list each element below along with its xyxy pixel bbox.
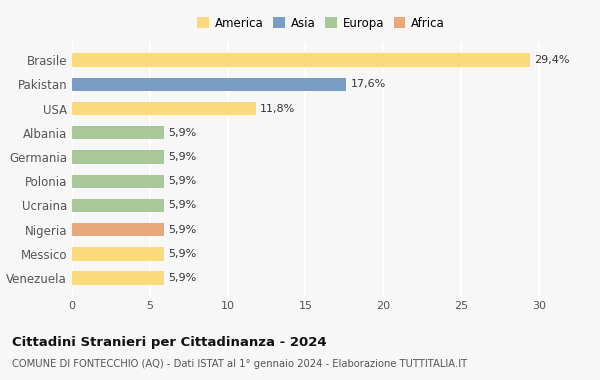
Bar xyxy=(72,150,164,164)
Bar xyxy=(72,174,164,188)
Bar xyxy=(72,199,164,212)
Bar xyxy=(72,247,164,261)
Text: 11,8%: 11,8% xyxy=(260,103,296,114)
Bar xyxy=(72,78,346,91)
Text: 5,9%: 5,9% xyxy=(169,128,197,138)
Text: 5,9%: 5,9% xyxy=(169,201,197,211)
Legend: America, Asia, Europa, Africa: America, Asia, Europa, Africa xyxy=(193,13,449,33)
Bar xyxy=(72,126,164,139)
Text: 5,9%: 5,9% xyxy=(169,273,197,283)
Bar xyxy=(72,102,256,115)
Bar xyxy=(72,53,530,67)
Text: 5,9%: 5,9% xyxy=(169,249,197,259)
Text: 5,9%: 5,9% xyxy=(169,152,197,162)
Bar xyxy=(72,271,164,285)
Text: 29,4%: 29,4% xyxy=(534,55,570,65)
Bar xyxy=(72,223,164,236)
Text: 5,9%: 5,9% xyxy=(169,225,197,235)
Text: Cittadini Stranieri per Cittadinanza - 2024: Cittadini Stranieri per Cittadinanza - 2… xyxy=(12,336,326,349)
Text: 5,9%: 5,9% xyxy=(169,176,197,186)
Text: 17,6%: 17,6% xyxy=(350,79,386,89)
Text: COMUNE DI FONTECCHIO (AQ) - Dati ISTAT al 1° gennaio 2024 - Elaborazione TUTTITA: COMUNE DI FONTECCHIO (AQ) - Dati ISTAT a… xyxy=(12,359,467,369)
